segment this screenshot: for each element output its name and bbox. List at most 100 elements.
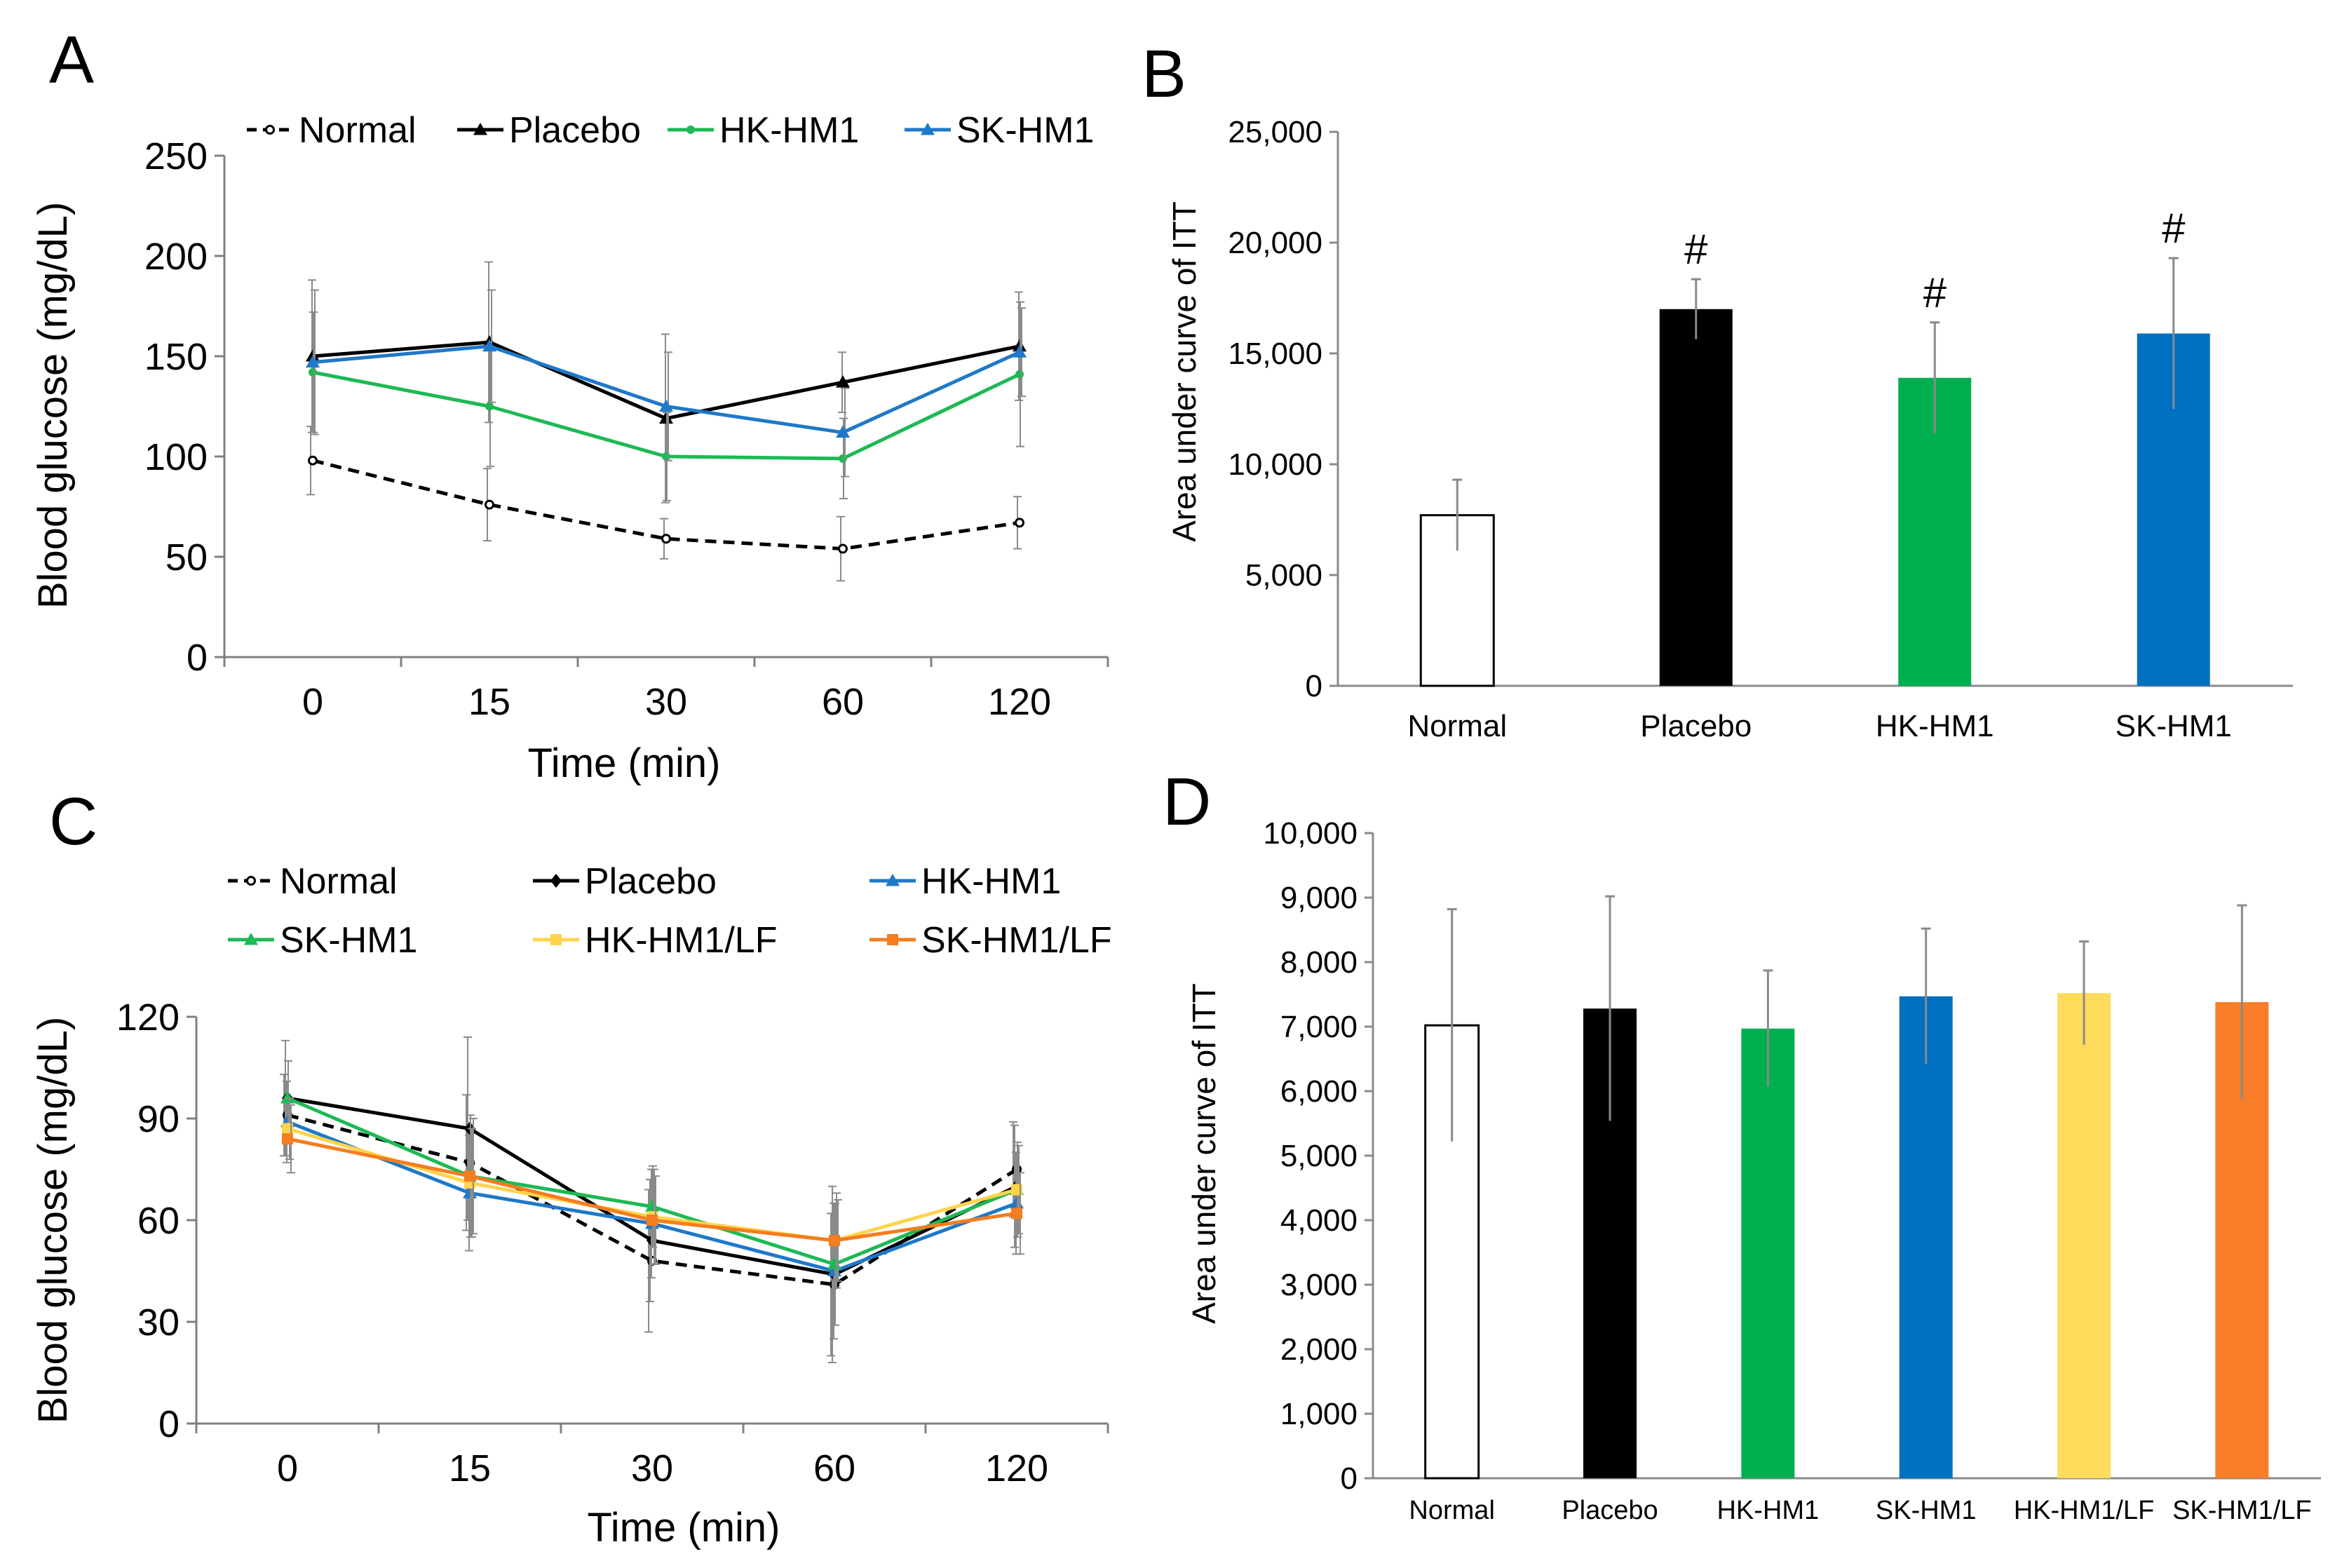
x-tick-label: 30 [631,1447,673,1489]
bar-normal [1424,1024,1480,1480]
data-point [647,1215,658,1226]
x-tick-label: Placebo [1562,1496,1658,1525]
legend-marker [550,874,562,888]
chart-a-axes: 0 50 100 150 200 250 0 15 30 60 120 [144,135,1109,723]
y-tick-label: 30 [137,1302,180,1344]
chart-c-axes: 0 30 60 90 120 0 15 30 60 120 [116,996,1109,1489]
legend-label: Placebo [585,861,717,902]
y-tick-label: 3,000 [1280,1268,1358,1302]
chart-c: Normal Placebo HK-HM1 SK-HM1 HK-HM1/LF SK-HM1… [30,861,1112,1550]
x-tick-label: Placebo [1640,709,1752,743]
legend-marker [246,876,256,886]
legend-marker [886,874,900,886]
data-point [1011,1208,1022,1219]
data-point [836,375,850,388]
data-point [829,1235,840,1246]
panel-letter-b: B [1142,36,1186,111]
chart-b: 0 5,000 10,000 15,000 20,000 25,000 Normal Plac… [1166,115,2293,743]
data-point [308,455,318,466]
x-tick-label: 60 [822,681,864,723]
data-point [662,452,670,461]
legend-marker [887,934,898,945]
chart-d: 0 1,000 2,000 3,000 4,000 5,000 6,000 7,000 8,00… [1186,816,2321,1525]
legend-label: SK-HM1 [280,920,417,961]
y-tick-label: 50 [165,536,208,579]
legend-marker [921,123,935,135]
y-tick-label: 0 [1341,1461,1358,1496]
chart-a-xlabel: Time (min) [528,741,721,786]
y-tick-label: 0 [1306,669,1322,703]
chart-a-ylabel: Blood glucose (mg/dL) [30,202,76,609]
chart-c-legend: Normal Placebo HK-HM1 SK-HM1 HK-HM1/LF SK-HM1… [228,861,1112,961]
chart-d-bars [1424,895,2269,1480]
y-tick-label: 6,000 [1280,1074,1358,1109]
data-point [836,425,850,438]
legend-marker [686,126,695,134]
chart-c-ylabel: Blood glucose (mg/dL) [30,1017,76,1424]
legend-marker [550,934,562,945]
x-tick-label: SK-HM1/LF [2172,1496,2311,1525]
series-sk-hm1 [306,289,1027,478]
chart-b-ylabel: Area under curve of ITT [1166,201,1203,542]
x-tick-label: 30 [645,681,687,723]
chart-c-xlabel: Time (min) [588,1505,780,1550]
x-tick-label: Normal [1409,1496,1494,1525]
chart-b-axes: 0 5,000 10,000 15,000 20,000 25,000 Normal Plac… [1228,115,2293,743]
chart-a-legend: Normal Placebo HK-HM1 SK-HM1 [247,110,1094,151]
legend-label: HK-HM1/LF [585,920,777,961]
data-point [659,399,673,412]
significance-mark: # [1684,226,1708,273]
data-point [464,1170,475,1182]
series-normal [306,426,1024,582]
legend-marker [244,933,258,945]
legend-label: HK-HM1 [719,110,859,151]
y-tick-label: 120 [116,996,180,1039]
legend-label: HK-HM1 [921,861,1061,902]
legend-item: HK-HM1 [668,110,859,151]
legend-item: Normal [228,861,398,902]
legend-item: SK-HM1 [228,920,417,961]
y-tick-label: 4,000 [1280,1203,1358,1238]
data-point [485,402,494,411]
bar-sk-hm1 [1899,996,1953,1478]
data-point [482,339,496,352]
legend-item: Placebo [457,110,641,151]
x-tick-label: 0 [302,681,323,723]
series-sk-hm1-lf [282,1104,1024,1282]
data-point [838,543,848,554]
x-tick-label: HK-HM1 [1717,1496,1819,1525]
bar-hk-hm1 [1741,1028,1795,1478]
legend-label: SK-HM1/LF [921,920,1112,961]
x-tick-label: HK-HM1/LF [2014,1496,2155,1525]
x-tick-label: 120 [985,1447,1048,1489]
panel-letter-c: C [49,784,97,859]
legend-item: SK-HM1 [905,110,1094,151]
legend-label: Normal [280,861,398,902]
x-tick-label: 120 [988,681,1051,723]
chart-a: Normal Placebo HK-HM1 SK-HM1 05010015020025… [30,110,1109,786]
y-tick-label: 60 [137,1200,180,1242]
y-tick-label: 0 [187,637,208,679]
y-tick-label: 10,000 [1228,447,1322,482]
y-tick-label: 1,000 [1280,1397,1358,1431]
significance-mark: # [1923,269,1947,316]
data-point [282,1133,293,1144]
chart-c-series [280,1036,1024,1363]
series-hk-hm1 [309,301,1024,501]
y-tick-label: 25,000 [1228,115,1322,149]
y-tick-label: 5,000 [1280,1139,1358,1173]
legend-item: Placebo [533,861,717,902]
data-point [1013,345,1027,358]
bar-placebo [1659,309,1733,686]
y-tick-label: 250 [144,135,208,177]
significance-mark: # [2162,205,2186,252]
legend-item: Normal [247,110,417,151]
chart-b-bars: # # # [1419,205,2210,687]
x-tick-label: SK-HM1 [2116,709,2232,743]
chart-d-axes: 0 1,000 2,000 3,000 4,000 5,000 6,000 7,000 8,00… [1263,816,2321,1525]
series-sk-hm1 [280,1060,1024,1326]
legend-marker [265,125,275,135]
data-point [280,1091,295,1104]
y-tick-label: 0 [158,1403,180,1445]
